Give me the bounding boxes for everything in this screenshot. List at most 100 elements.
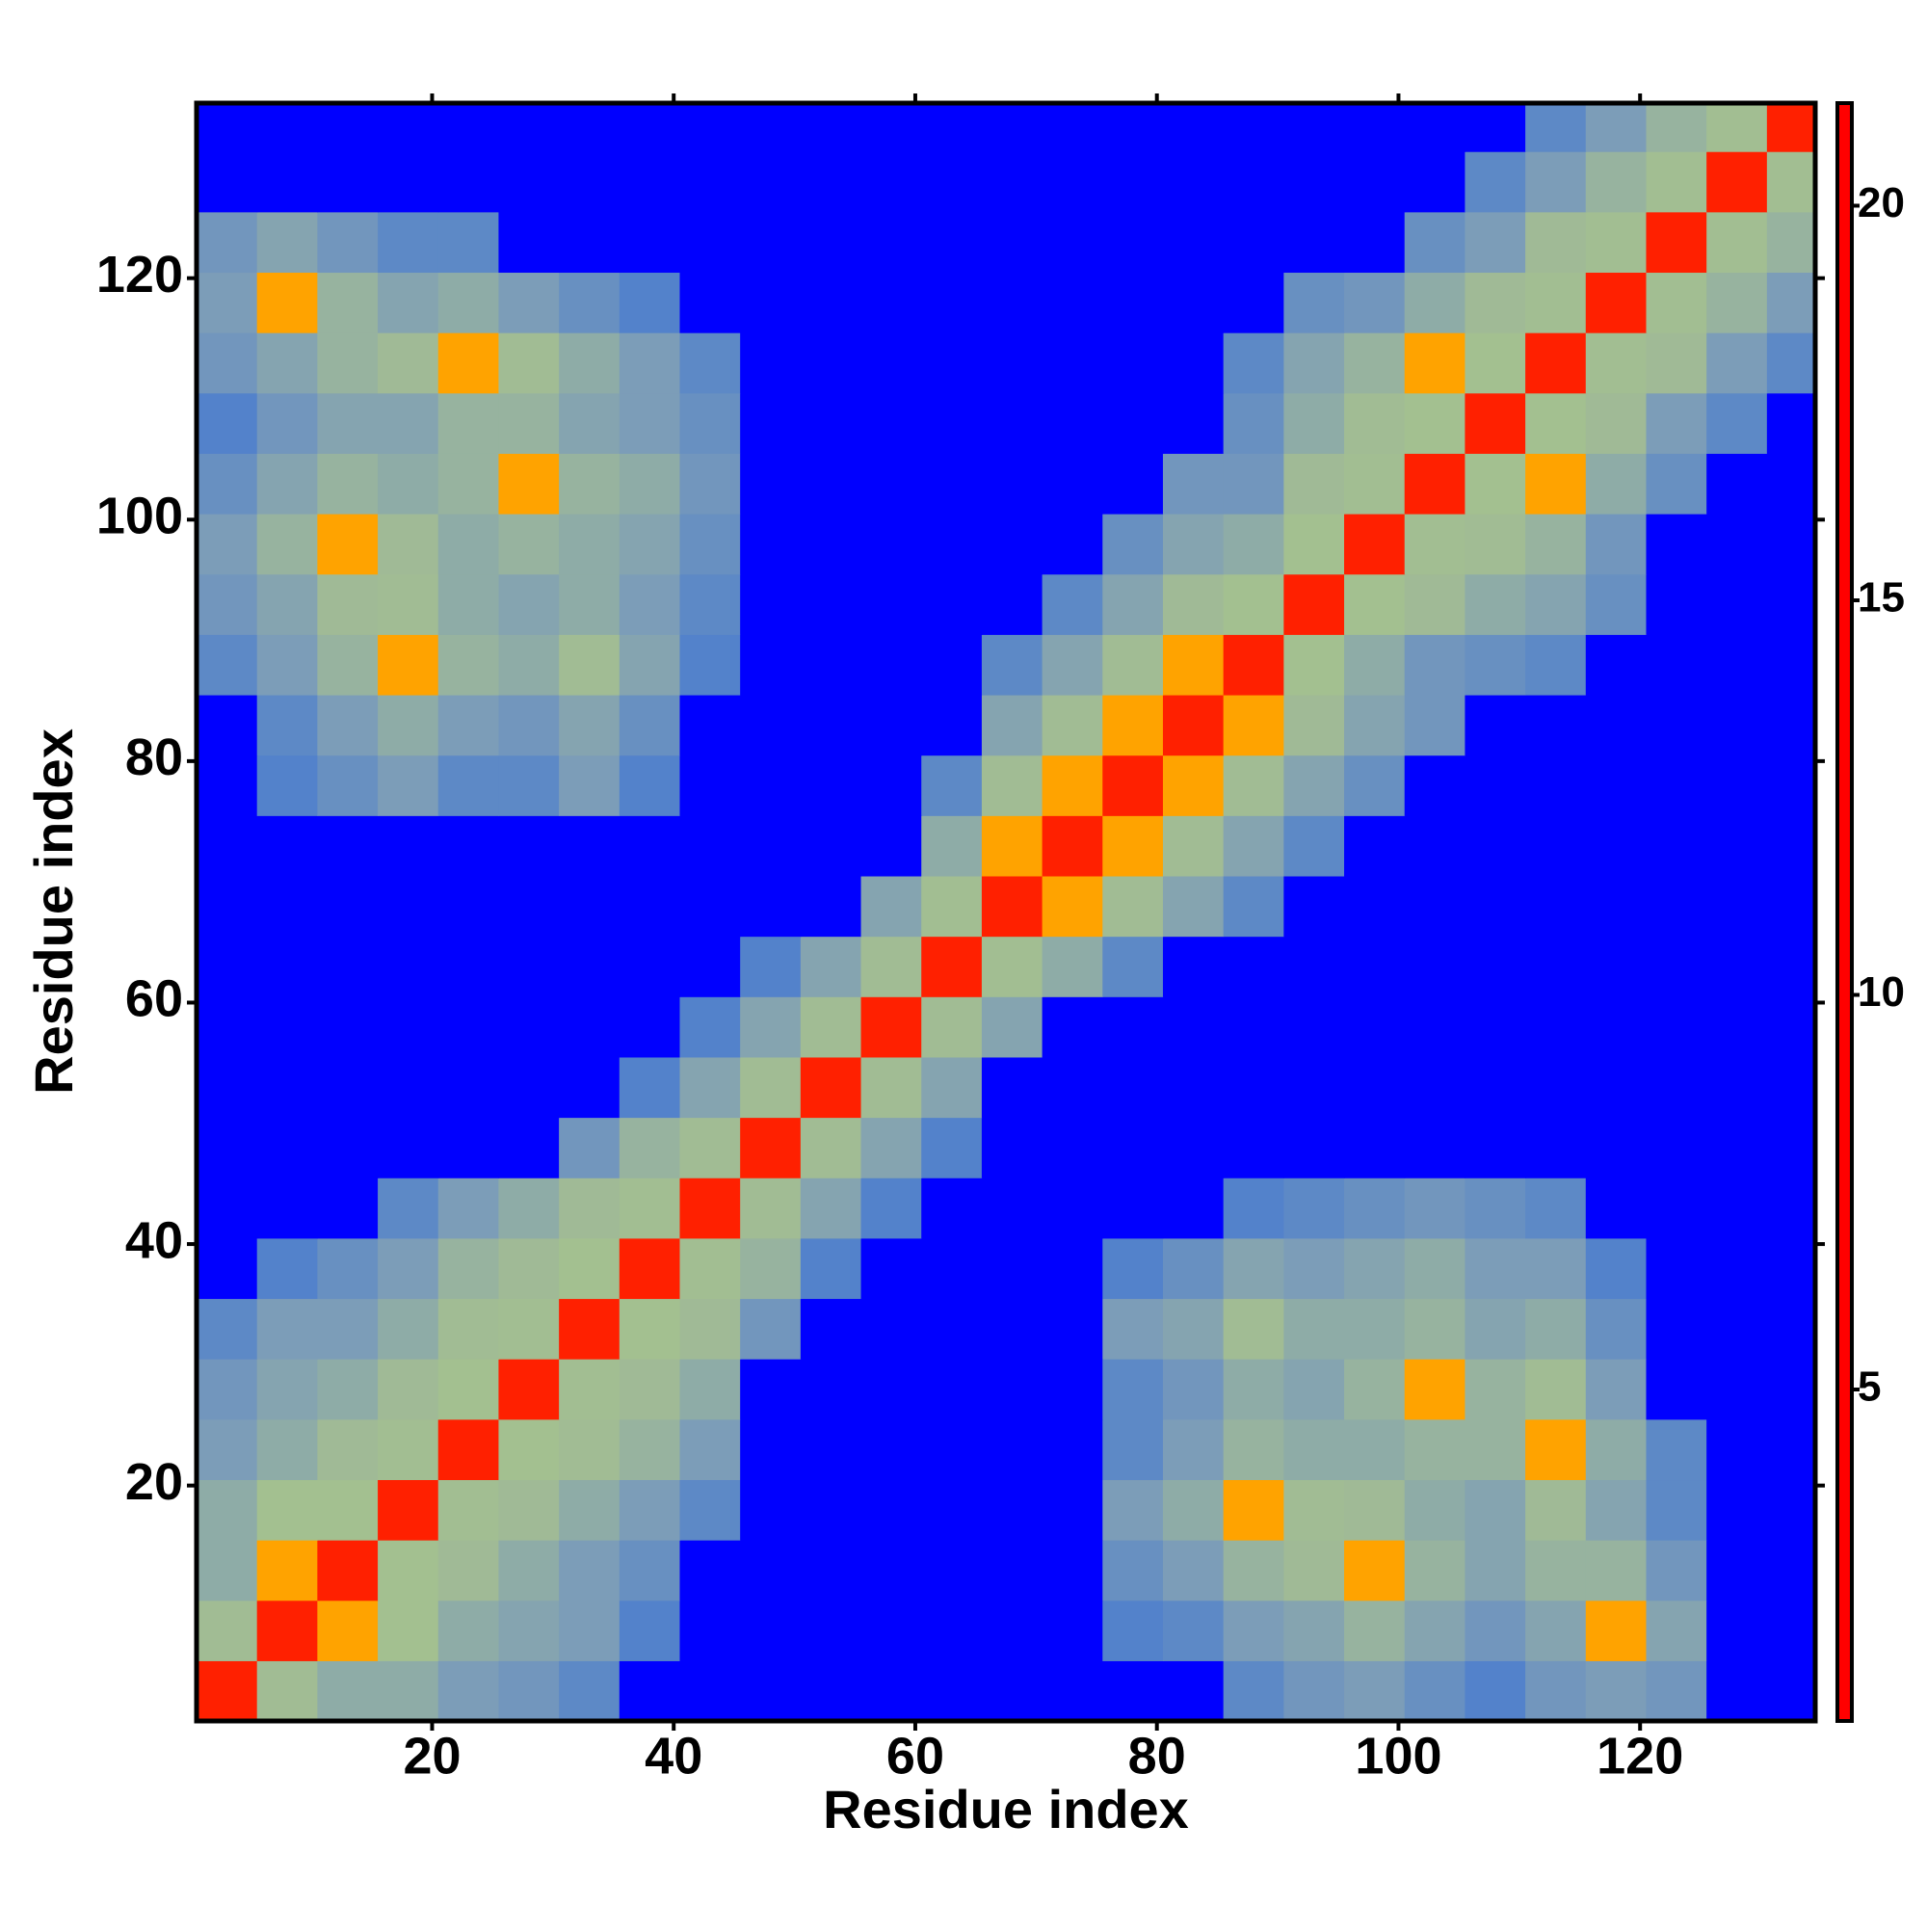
- heatmap-cell: [1344, 211, 1406, 274]
- heatmap-cell: [740, 634, 802, 696]
- heatmap-cell: [1344, 815, 1406, 877]
- heatmap-cell: [1766, 103, 1816, 152]
- heatmap-cell: [317, 211, 379, 274]
- heatmap-cell: [378, 1359, 439, 1420]
- heatmap-cell: [378, 1056, 439, 1119]
- heatmap-cell: [1162, 1540, 1225, 1601]
- heatmap-cell: [378, 211, 439, 274]
- heatmap-cell: [619, 573, 681, 635]
- heatmap-cell: [197, 1660, 258, 1722]
- heatmap-cell: [1404, 875, 1466, 938]
- colorbar-tick-label: 15: [1858, 574, 1905, 622]
- heatmap-cell: [860, 392, 922, 454]
- heatmap-cell: [1404, 1056, 1466, 1119]
- heatmap-cell: [317, 151, 379, 213]
- heatmap-cell: [1646, 634, 1707, 696]
- heatmap-cell: [498, 1479, 560, 1541]
- heatmap-cell: [1102, 1600, 1164, 1661]
- heatmap-cell: [1283, 1178, 1345, 1239]
- heatmap-cell: [860, 1056, 922, 1119]
- heatmap-cell: [1525, 392, 1587, 454]
- heatmap-cell: [1223, 1600, 1284, 1661]
- heatmap-cell: [1344, 996, 1406, 1058]
- heatmap-cell: [1223, 1237, 1284, 1300]
- heatmap-cell: [1223, 453, 1284, 515]
- heatmap-cell: [1585, 1479, 1648, 1541]
- heatmap-cell: [1102, 1418, 1164, 1481]
- heatmap-cell: [1525, 1479, 1587, 1541]
- plot-frame: [194, 100, 1818, 1724]
- heatmap-cell: [1344, 936, 1406, 997]
- heatmap-cell: [378, 1600, 439, 1661]
- heatmap-cell: [921, 1600, 983, 1661]
- heatmap-cell: [256, 1418, 318, 1481]
- heatmap-cell: [619, 1359, 681, 1420]
- heatmap-cell: [1283, 211, 1345, 274]
- heatmap-cell: [740, 996, 802, 1058]
- heatmap-cell: [1102, 151, 1164, 213]
- heatmap-cell: [1585, 1237, 1648, 1300]
- heatmap-cell: [498, 1178, 560, 1239]
- heatmap-cell: [679, 514, 741, 575]
- heatmap-cell: [1223, 332, 1284, 394]
- heatmap-cell: [559, 151, 620, 213]
- heatmap-cell: [498, 634, 560, 696]
- heatmap-cell: [679, 634, 741, 696]
- heatmap-cell: [1102, 996, 1164, 1058]
- heatmap-cell: [378, 453, 439, 515]
- heatmap-cell: [1223, 815, 1284, 877]
- heatmap-cell: [1646, 1178, 1707, 1239]
- heatmap-cell: [1283, 1479, 1345, 1541]
- heatmap-cell: [1042, 1600, 1103, 1661]
- heatmap-cell: [921, 875, 983, 938]
- heatmap-cell: [921, 634, 983, 696]
- heatmap-cell: [437, 1178, 500, 1239]
- heatmap-cell: [740, 1117, 802, 1178]
- heatmap-cell: [256, 1117, 318, 1178]
- heatmap-cell: [1283, 573, 1345, 635]
- heatmap-cell: [679, 875, 741, 938]
- heatmap-cell: [1283, 1298, 1345, 1360]
- heatmap-cell: [1283, 332, 1345, 394]
- heatmap-cell: [1525, 634, 1587, 696]
- heatmap-cell: [317, 1359, 379, 1420]
- heatmap-cell: [1706, 634, 1768, 696]
- heatmap-cell: [437, 272, 500, 333]
- heatmap-cell: [860, 1418, 922, 1481]
- heatmap-cell: [981, 815, 1043, 877]
- heatmap-cell: [619, 103, 681, 152]
- heatmap-cell: [800, 1298, 862, 1360]
- heatmap-cell: [256, 103, 318, 152]
- heatmap-cell: [197, 996, 258, 1058]
- heatmap-cell: [437, 754, 500, 816]
- heatmap-cell: [1162, 272, 1225, 333]
- heatmap-cell: [437, 634, 500, 696]
- heatmap-cell: [437, 453, 500, 515]
- heatmap-cell: [1706, 514, 1768, 575]
- heatmap-cell: [1102, 1540, 1164, 1601]
- heatmap-cell: [1585, 815, 1648, 877]
- heatmap-cell: [1404, 1117, 1466, 1178]
- heatmap-cell: [679, 1660, 741, 1722]
- heatmap-cell: [559, 936, 620, 997]
- heatmap-cell: [1525, 936, 1587, 997]
- heatmap-cell: [1102, 573, 1164, 635]
- heatmap-cell: [921, 514, 983, 575]
- heatmap-cell: [559, 211, 620, 274]
- x-tick-label: 60: [886, 1727, 944, 1785]
- x-tick-label: 100: [1355, 1727, 1441, 1785]
- heatmap-cell: [740, 815, 802, 877]
- heatmap-cell: [1223, 392, 1284, 454]
- heatmap-cell: [921, 151, 983, 213]
- heatmap-cell: [981, 453, 1043, 515]
- heatmap-cell: [1344, 1298, 1406, 1360]
- heatmap-cell: [559, 392, 620, 454]
- heatmap-cell: [437, 1117, 500, 1178]
- heatmap-cell: [1706, 1418, 1768, 1481]
- heatmap-cell: [1525, 1056, 1587, 1119]
- heatmap-cell: [1465, 103, 1526, 152]
- heatmap-cell: [1766, 272, 1816, 333]
- heatmap-cell: [437, 151, 500, 213]
- heatmap-cell: [679, 103, 741, 152]
- heatmap-cell: [981, 1117, 1043, 1178]
